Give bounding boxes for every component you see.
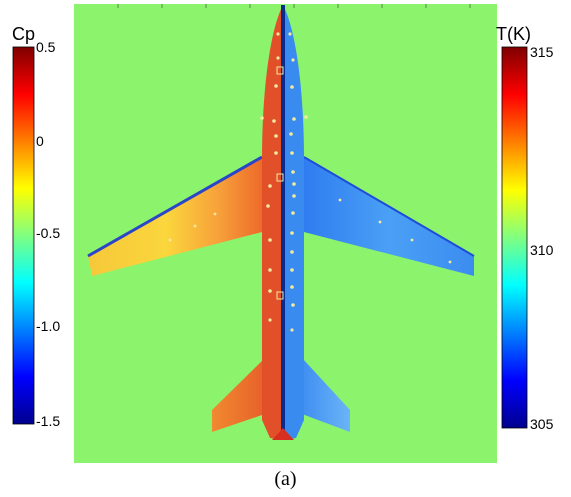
cp-tick-label: 0	[36, 133, 44, 149]
temperature-tick-label: 315	[530, 44, 554, 60]
cp-colorbar-title: Cp	[12, 24, 35, 44]
right-tail	[302, 358, 350, 432]
cp-tick-label: -1.0	[36, 318, 60, 334]
temperature-tick-label: 305	[530, 416, 554, 432]
cp-tick-label: -1.5	[36, 413, 60, 429]
aircraft-model	[87, 5, 475, 440]
fuselage-markers	[276, 66, 284, 300]
pressure-taps	[168, 32, 452, 332]
temperature-tick-label: 310	[530, 242, 554, 258]
left-wing	[88, 157, 262, 276]
temperature-colorbar-gradient	[501, 46, 528, 429]
cp-tick-label: -0.5	[36, 225, 60, 241]
fuselage-left-half	[262, 5, 283, 440]
right-wing	[304, 157, 474, 276]
temperature-colorbar-title: T(K)	[496, 24, 531, 44]
cp-colorbar-gradient	[12, 46, 35, 425]
left-tail	[212, 358, 265, 432]
fuselage-right-half	[283, 5, 304, 440]
cp-colorbar: Cp 0.5 0 -0.5 -1.0 -1.5	[12, 24, 60, 429]
tail-cone	[272, 428, 294, 440]
temperature-colorbar: T(K) 315 310 305	[496, 24, 554, 432]
top-axis-ticks	[117, 4, 471, 8]
cp-tick-label: 0.5	[36, 39, 56, 55]
figure-caption: (a)	[274, 468, 297, 490]
